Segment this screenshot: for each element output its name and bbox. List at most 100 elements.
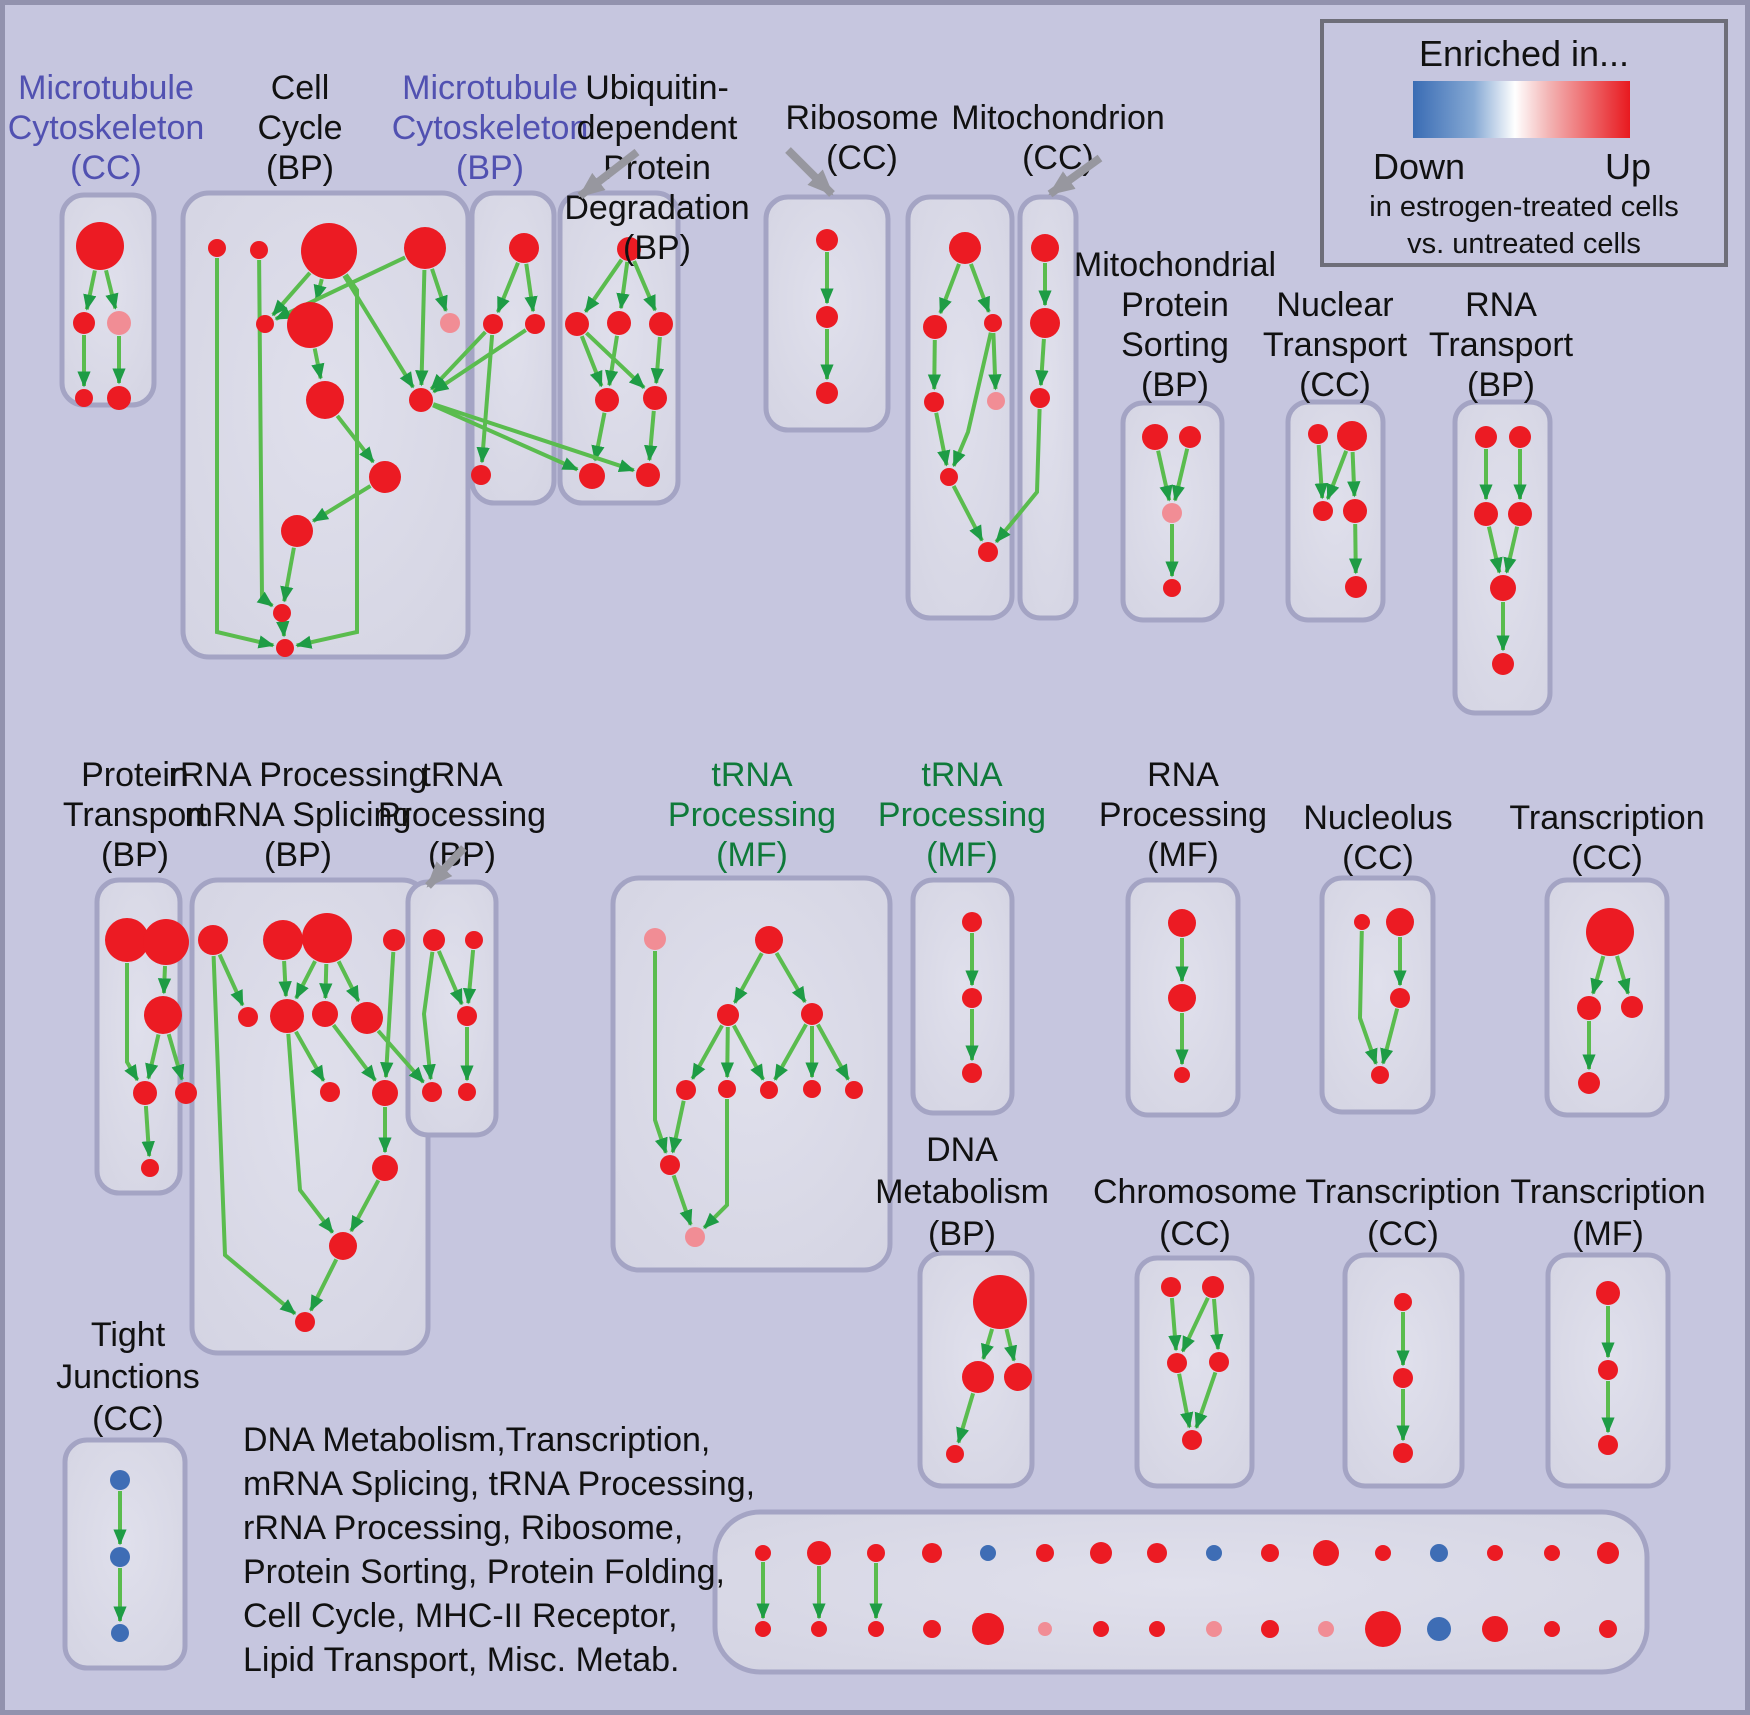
go-term-node [270,999,304,1033]
cluster-label-transcription-cc-bottom: Transcription (CC) [1305,1173,1500,1253]
cluster-label-line: Cell [271,69,330,107]
caption-line: Protein Sorting, Protein Folding, [243,1553,725,1591]
cluster-label-line: Cytoskeleton [8,109,205,147]
edge-arrow [616,261,630,310]
go-term-node [980,1545,996,1561]
go-term-node [962,988,982,1008]
go-term-node [281,515,313,547]
go-term-node [320,1082,340,1102]
go-term-node [811,1621,827,1637]
edge-arrow [295,273,359,649]
go-term-node [978,542,998,562]
cluster-edges-rrna-processing-mrna-splicing-bp [211,951,396,1316]
edge-arrow [1314,444,1328,500]
cluster-label-nucleolus-cc: Nucleolus(CC) [1303,799,1452,877]
edge-arrow [104,269,119,310]
cluster-label-line: tRNA [921,756,1003,794]
go-term-node [717,1004,739,1026]
go-term-node [1598,1435,1618,1455]
go-term-node [1209,1352,1229,1372]
go-term-node [962,1063,982,1083]
edge-arrow [632,260,657,312]
go-term-node [369,461,401,493]
edge-arrow [349,1179,381,1233]
edge-arrow [1156,450,1173,502]
cluster-label-line: Transcription [1509,799,1704,837]
edge-arrow [1004,1328,1018,1362]
edge-arrow [1171,448,1190,502]
go-term-node [1586,908,1634,956]
cluster-nodes-rna-transport-bp [1474,426,1532,675]
edge-arrow [981,1328,995,1361]
edge-arrow [1590,955,1606,995]
edge-arrow [311,348,325,380]
go-term-node [867,1544,885,1562]
go-term-node [465,931,483,949]
cluster-edges-mitochondrion-cc [1035,263,1052,387]
edge-arrow [1380,1008,1400,1065]
go-term-node [972,1613,1004,1645]
cluster-nodes-rrna-processing-mrna-splicing-bp [198,913,405,1332]
edge-arrow [286,1033,335,1234]
cluster-label-line: Microtubule [402,69,578,107]
edge-arrow [276,620,290,638]
edge-arrow [579,335,604,388]
go-term-node [1206,1621,1222,1637]
go-term-node [110,1470,130,1490]
edge-arrow [816,1023,850,1081]
go-term-node [295,1312,315,1332]
edge-arrow [432,328,527,394]
go-term-node [803,1080,821,1098]
edge-arrow [1347,451,1361,498]
label-pointer-arrow [577,148,640,200]
edge-arrow [436,950,464,1006]
edge-arrow [157,965,172,995]
cluster-label-line: DNA [926,1131,998,1169]
go-term-node [984,314,1002,332]
go-term-node [940,468,958,486]
cluster-label-line: (BP) [1141,366,1209,404]
go-term-node [175,1082,197,1104]
edge-arrow [376,1029,425,1084]
go-term-node [287,302,333,348]
go-term-node [1544,1545,1560,1561]
cluster-label-line: RNA [1147,756,1219,794]
cluster-label-line: Transport [63,796,208,834]
edge-arrow [331,1023,377,1082]
edge-arrow [430,268,448,312]
edge-arrow [524,263,538,313]
edge-arrow [280,547,296,603]
go-term-node [755,1545,771,1561]
go-term-node [75,389,93,407]
go-term-node [1179,426,1201,448]
cluster-label-chromosome-cc: Chromosome (CC) [1093,1173,1297,1253]
go-term-node [816,306,838,328]
cluster-label-line: Mitochondrion [951,99,1165,137]
cluster-box-cell-cycle-bp [180,190,471,660]
go-term-node [1163,579,1181,597]
cluster-label-line: Ribosome [785,99,938,137]
go-term-node [962,912,982,932]
edge-arrow [994,408,1042,544]
legend-color-gradient-bar [1413,81,1630,138]
go-term-node [1394,1293,1412,1311]
go-term-node [1031,234,1059,262]
cluster-label-line: Mitochondrial [1074,246,1276,284]
go-term-node [755,1621,771,1637]
cluster-label-line: tRNA [421,756,503,794]
edge-arrow [1357,930,1378,1065]
edge-arrow [702,1099,729,1230]
cluster-label-line: Processing [378,796,546,834]
edge-arrow [671,1174,693,1226]
cluster-nodes-protein-transport-bp [105,918,197,1177]
go-term-node [1598,1360,1618,1380]
legend-down-label: Down [1372,146,1466,187]
go-term-node [301,223,357,279]
legend-up-label: Up [1604,146,1652,187]
cluster-nodes-transcription-cc-mid [1577,908,1643,1094]
go-term-node [868,1621,884,1637]
cluster-nodes-nucleolus-cc [1354,908,1414,1084]
go-term-node [1474,502,1498,526]
